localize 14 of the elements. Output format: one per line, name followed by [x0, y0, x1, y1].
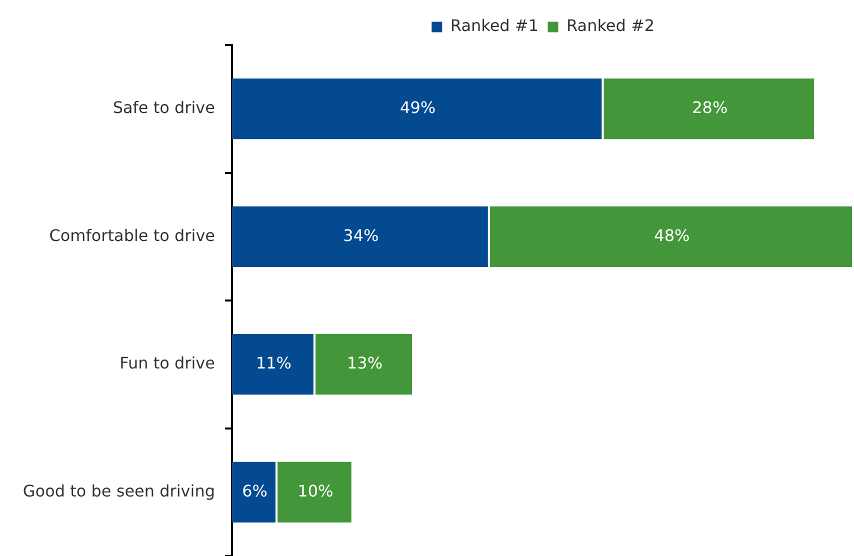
data-label: 34% [343, 226, 379, 245]
data-label: 11% [256, 354, 292, 373]
y-tick-label: Comfortable to drive [49, 226, 215, 245]
legend-label: Ranked #1 [450, 16, 538, 36]
data-label: 28% [692, 98, 728, 118]
data-label: 49% [400, 98, 436, 118]
data-label: 6% [242, 481, 268, 500]
y-tick-label: Good to be seen driving [22, 481, 215, 500]
data-label: 10% [298, 481, 334, 500]
y-tick-label: Fun to drive [120, 354, 215, 373]
data-label: 48% [654, 226, 690, 245]
y-tick-label: Safe to drive [112, 98, 215, 118]
data-label: 13% [346, 354, 383, 373]
legend-label: Ranked #2 [566, 16, 655, 36]
